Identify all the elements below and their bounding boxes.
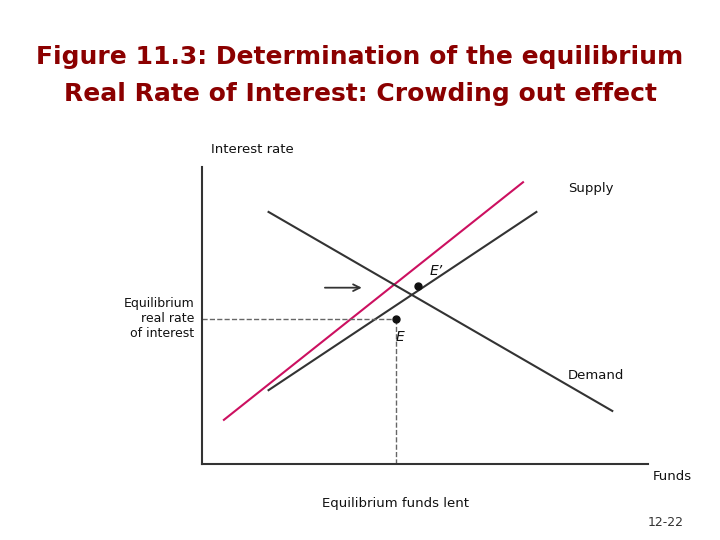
Text: Supply: Supply: [567, 181, 613, 195]
Text: Figure 11.3: Determination of the equilibrium: Figure 11.3: Determination of the equili…: [37, 45, 683, 69]
Text: 12-22: 12-22: [648, 516, 684, 529]
Text: Interest rate: Interest rate: [210, 143, 293, 156]
Text: E: E: [396, 330, 405, 343]
Text: E’: E’: [429, 265, 443, 278]
Text: Funds: Funds: [652, 470, 692, 483]
Text: Equilibrium funds lent: Equilibrium funds lent: [323, 497, 469, 510]
Text: Demand: Demand: [567, 369, 624, 382]
Text: Equilibrium
real rate
of interest: Equilibrium real rate of interest: [124, 298, 194, 340]
Text: Real Rate of Interest: Crowding out effect: Real Rate of Interest: Crowding out effe…: [63, 83, 657, 106]
